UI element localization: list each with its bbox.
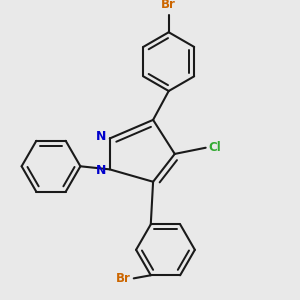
Text: Cl: Cl [209, 141, 221, 154]
Text: Br: Br [116, 272, 131, 285]
Text: N: N [96, 164, 107, 177]
Text: Br: Br [161, 0, 176, 11]
Text: N: N [96, 130, 107, 143]
